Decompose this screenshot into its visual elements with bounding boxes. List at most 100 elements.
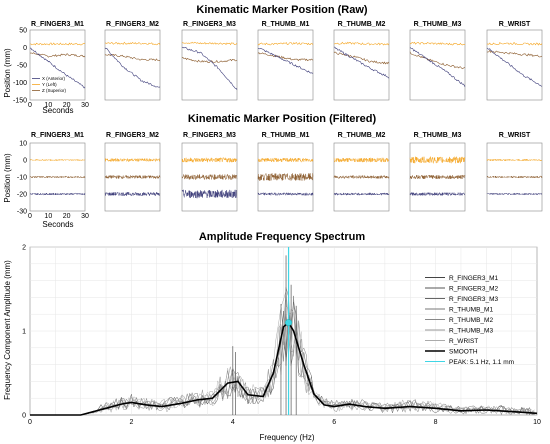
raw-series-z bbox=[181, 57, 238, 63]
raw-series-x bbox=[29, 47, 86, 89]
filtered-panel-title: R_FINGER3_M1 bbox=[31, 132, 84, 139]
spectrum-raw-series bbox=[30, 299, 535, 416]
filtered-series-z bbox=[104, 174, 161, 180]
filtered-title: Kinematic Marker Position (Filtered) bbox=[188, 113, 377, 125]
raw-ylabel: Position (mm) bbox=[3, 48, 12, 98]
raw-series-x bbox=[333, 46, 390, 79]
spectrum-legend-label: R_FINGER3_M2 bbox=[449, 286, 499, 293]
raw-y-tick-label: 0 bbox=[23, 45, 27, 52]
spectrum-title: Amplitude Frequency Spectrum bbox=[199, 231, 365, 243]
raw-panel-frame bbox=[409, 29, 466, 101]
raw-x-tick-label: 10 bbox=[44, 102, 52, 109]
raw-series-y bbox=[333, 41, 390, 46]
raw-y-tick-label: -50 bbox=[17, 63, 27, 70]
raw-panel-title: R_FINGER3_M2 bbox=[106, 21, 159, 28]
filtered-series-x bbox=[409, 191, 466, 197]
filtered-panel-title: R_FINGER3_M2 bbox=[106, 132, 159, 139]
raw-series-x bbox=[181, 46, 238, 91]
spectrum-plot: 0 2 4 6 8 10 0 1 2 R_FINGER3_M1 R_FINGER3_M2 R_FING… bbox=[22, 245, 541, 427]
spectrum-legend-label: R_FINGER3_M1 bbox=[449, 275, 499, 282]
spectrum-legend-label: SMOOTH bbox=[449, 349, 478, 356]
raw-panel-title: R_FINGER3_M3 bbox=[183, 21, 236, 28]
raw-series-z bbox=[104, 53, 161, 62]
filtered-x-tick-label: 20 bbox=[63, 213, 71, 220]
smooth-line bbox=[30, 321, 538, 416]
filtered-series-x bbox=[486, 192, 543, 196]
raw-panel-frame bbox=[333, 29, 390, 101]
filtered-x-tick-label: 0 bbox=[28, 213, 32, 220]
filtered-series-x bbox=[30, 192, 86, 196]
filtered-series-x bbox=[257, 191, 314, 197]
raw-series-z bbox=[30, 52, 86, 58]
filtered-ylabel: Position (mm) bbox=[3, 153, 12, 203]
filtered-x-tick-label: 10 bbox=[44, 213, 52, 220]
filtered-panels: R_FINGER3_M1 R_FINGER3_M2 R_FINGER3_M3 R_TH… bbox=[17, 132, 543, 220]
raw-series-x bbox=[257, 47, 314, 74]
raw-xlabel: Seconds bbox=[42, 106, 73, 115]
spectrum-legend-label: R_THUMB_M1 bbox=[449, 307, 493, 314]
raw-series-y bbox=[29, 42, 86, 46]
spectrum-xlabel: Frequency (Hz) bbox=[259, 433, 314, 442]
filtered-series-x bbox=[104, 191, 161, 197]
spectrum-x-tick-label: 0 bbox=[28, 419, 32, 426]
spectrum-legend-label: R_THUMB_M2 bbox=[449, 317, 493, 324]
spectrum-legend-label: R_THUMB_M3 bbox=[449, 328, 493, 335]
filtered-series-z bbox=[486, 175, 543, 179]
filtered-y-tick-label: 0 bbox=[23, 158, 27, 165]
filtered-x-tick-label: 30 bbox=[81, 213, 89, 220]
filtered-series-z bbox=[409, 174, 466, 180]
raw-panel-title: R_THUMB_M3 bbox=[414, 21, 462, 28]
filtered-series-z bbox=[181, 173, 238, 181]
raw-panel-title: R_FINGER3_M1 bbox=[31, 21, 84, 28]
raw-panel-frame bbox=[29, 29, 86, 101]
spectrum-legend-label: R_FINGER3_M3 bbox=[449, 296, 499, 303]
spectrum-ylabel: Frequency Component Amplitude (mm) bbox=[3, 260, 12, 400]
raw-x-tick-label: 30 bbox=[81, 102, 89, 109]
spectrum-legend-label: PEAK: 5.1 Hz, 1.1 mm bbox=[449, 359, 514, 366]
raw-panel-title: R_THUMB_M1 bbox=[262, 21, 310, 28]
raw-y-tick-label: -150 bbox=[13, 98, 27, 105]
raw-series-y bbox=[486, 42, 543, 46]
raw-panel-title: R_WRIST bbox=[499, 21, 531, 28]
filtered-series-z bbox=[29, 175, 86, 179]
spectrum-x-tick-label: 8 bbox=[434, 419, 438, 426]
raw-series-x bbox=[104, 47, 161, 88]
spectrum-x-tick-label: 6 bbox=[332, 419, 336, 426]
filtered-y-tick-label: -10 bbox=[17, 175, 27, 182]
raw-panel-frame bbox=[181, 29, 238, 101]
spectrum-y-tick-label: 1 bbox=[22, 329, 26, 336]
raw-series-y bbox=[257, 42, 314, 46]
peak-marker bbox=[285, 319, 293, 327]
spectrum-raw-series bbox=[30, 308, 535, 416]
filtered-series-x bbox=[181, 189, 238, 199]
spectrum-legend-label: R_WRIST bbox=[449, 338, 478, 345]
raw-series-z bbox=[333, 51, 390, 65]
spectrum-x-tick-label: 4 bbox=[231, 419, 235, 426]
raw-panel-frame bbox=[486, 29, 543, 101]
raw-series-x bbox=[409, 47, 466, 87]
filtered-series-y bbox=[29, 158, 86, 162]
filtered-series-z bbox=[333, 174, 390, 180]
filtered-y-tick-label: -20 bbox=[17, 192, 27, 199]
spectrum-x-tick-label: 10 bbox=[533, 419, 541, 426]
filtered-panel-title: R_THUMB_M1 bbox=[262, 132, 310, 139]
filtered-series-y bbox=[104, 157, 161, 163]
spectrum-y-tick-label: 0 bbox=[22, 413, 26, 420]
filtered-panel-title: R_WRIST bbox=[499, 132, 531, 139]
raw-legend-label: Z (Superior) bbox=[42, 88, 67, 93]
spectrum-y-tick-label: 2 bbox=[22, 245, 26, 252]
raw-series-x bbox=[486, 47, 543, 87]
filtered-xlabel: Seconds bbox=[42, 220, 73, 229]
filtered-panel-title: R_THUMB_M3 bbox=[414, 132, 462, 139]
raw-y-tick-label: -100 bbox=[13, 80, 27, 87]
raw-panel-frame bbox=[104, 29, 161, 101]
raw-x-tick-label: 0 bbox=[28, 102, 32, 109]
raw-series-y bbox=[104, 41, 161, 46]
filtered-panel-title: R_THUMB_M2 bbox=[338, 132, 386, 139]
raw-series-y bbox=[409, 41, 466, 46]
filtered-y-tick-label: 10 bbox=[19, 141, 27, 148]
raw-legend-label: Y (Left) bbox=[42, 82, 57, 87]
raw-title: Kinematic Marker Position (Raw) bbox=[196, 4, 367, 16]
filtered-series-x bbox=[333, 191, 390, 196]
